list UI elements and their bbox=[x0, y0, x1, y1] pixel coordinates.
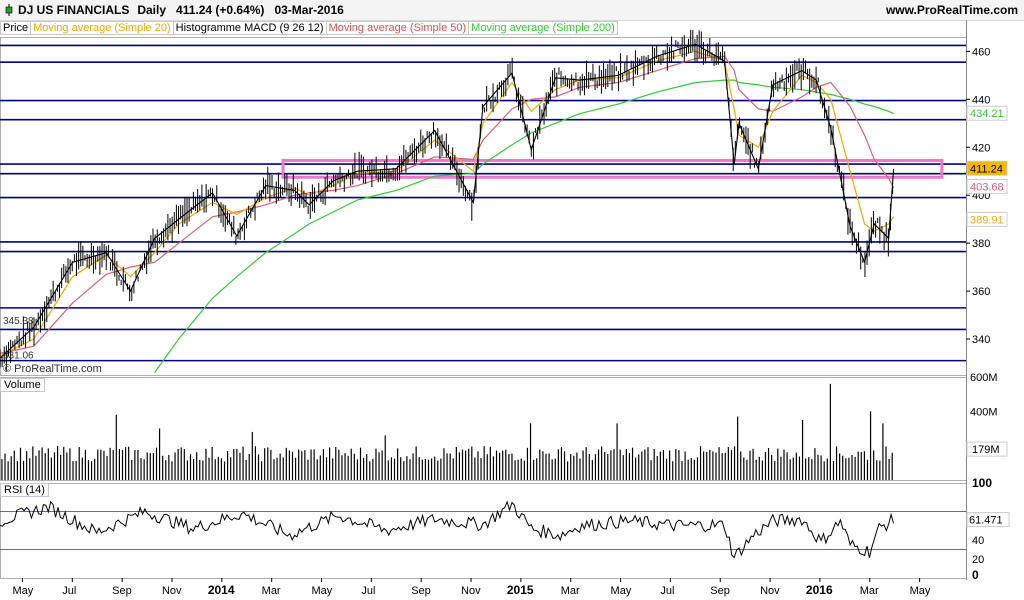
left-price-label: 331.06 bbox=[3, 350, 34, 361]
value-label-box bbox=[966, 211, 1008, 227]
price-tick-label: 440 bbox=[972, 94, 990, 106]
legend-ma50[interactable]: Moving average (Simple 50) bbox=[326, 21, 470, 35]
value-label: 389.91 bbox=[970, 214, 1004, 226]
rsi-last-label: 61.471 bbox=[969, 515, 1003, 527]
volume-tick-label: 600M bbox=[970, 372, 998, 384]
x-tick-label: Mar bbox=[561, 585, 580, 597]
rsi-line bbox=[0, 500, 894, 559]
value-label-box bbox=[966, 178, 1008, 194]
price-tick-label: 460 bbox=[972, 46, 990, 58]
rsi-tick-label: 0 bbox=[972, 568, 979, 582]
rsi-panel-frame bbox=[0, 483, 967, 579]
legend-ma20[interactable]: Moving average (Simple 20) bbox=[31, 21, 174, 35]
price-tick-label: 340 bbox=[972, 334, 990, 346]
x-tick-label: May bbox=[12, 585, 33, 597]
x-tick-label: Sep bbox=[112, 585, 132, 597]
value-label: 403.68 bbox=[970, 181, 1004, 193]
volume-panel-label: Volume bbox=[0, 378, 45, 392]
site-name: www.ProRealTime.com bbox=[885, 3, 1018, 17]
x-tick-label: Nov bbox=[760, 585, 780, 597]
rsi-tick-label: 100 bbox=[972, 476, 992, 490]
x-tick-label: Mar bbox=[262, 585, 281, 597]
legend-price[interactable]: Price bbox=[0, 21, 32, 35]
x-tick-label: Nov bbox=[162, 585, 182, 597]
left-price-label: 345.38 bbox=[3, 316, 34, 327]
x-tick-label: 2015 bbox=[507, 583, 534, 597]
volume-last-label: 179M bbox=[972, 444, 1000, 456]
price-tick-label: 380 bbox=[972, 238, 990, 250]
x-tick-label: 2014 bbox=[208, 583, 235, 597]
chart-period: Daily bbox=[137, 3, 167, 17]
instrument-symbol: DJ US FINANCIALS bbox=[18, 3, 130, 17]
last-price: 411.24 (+0.64%) bbox=[176, 3, 265, 17]
candlestick-icon bbox=[4, 4, 14, 16]
rsi-panel-label: RSI (14) bbox=[0, 483, 49, 497]
x-tick-label: May bbox=[611, 585, 632, 597]
ma20-line bbox=[0, 50, 895, 357]
x-tick-label: Jul bbox=[361, 585, 375, 597]
x-tick-label: May bbox=[910, 585, 931, 597]
indicator-legend: Price Moving average (Simple 20) Histogr… bbox=[0, 21, 618, 35]
value-label-box bbox=[966, 160, 1008, 176]
legend-ma200[interactable]: Moving average (Simple 200) bbox=[469, 21, 618, 35]
volume-tick-label: 400M bbox=[970, 406, 998, 418]
value-label-box bbox=[966, 105, 1008, 121]
title-bar: DJ US FINANCIALS Daily 411.24 (+0.64%) 0… bbox=[0, 0, 1024, 21]
x-tick-label: Jul bbox=[62, 585, 76, 597]
value-label: 411.24 bbox=[970, 163, 1003, 175]
legend-macd[interactable]: Histogramme MACD (9 26 12) bbox=[173, 21, 327, 35]
x-tick-label: 2016 bbox=[806, 583, 833, 597]
x-tick-label: May bbox=[312, 585, 333, 597]
x-tick-label: Nov bbox=[461, 585, 481, 597]
rsi-tick-label: 20 bbox=[972, 554, 984, 566]
rsi-last-box bbox=[966, 512, 1010, 528]
x-tick-label: Sep bbox=[710, 585, 730, 597]
highlight-zone bbox=[281, 158, 944, 179]
x-tick-label: Mar bbox=[860, 585, 879, 597]
rsi-tick-label: 40 bbox=[972, 535, 984, 547]
volume-last-box bbox=[966, 441, 1008, 457]
price-tick-label: 360 bbox=[972, 286, 990, 298]
x-tick-label: Jul bbox=[660, 585, 674, 597]
x-tick-label: Sep bbox=[411, 585, 431, 597]
watermark: © ProRealTime.com bbox=[3, 363, 102, 375]
chart-date: 03-Mar-2016 bbox=[274, 3, 344, 17]
price-tick-label: 420 bbox=[972, 142, 990, 154]
price-line bbox=[0, 43, 895, 359]
value-label: 434.21 bbox=[970, 108, 1004, 120]
